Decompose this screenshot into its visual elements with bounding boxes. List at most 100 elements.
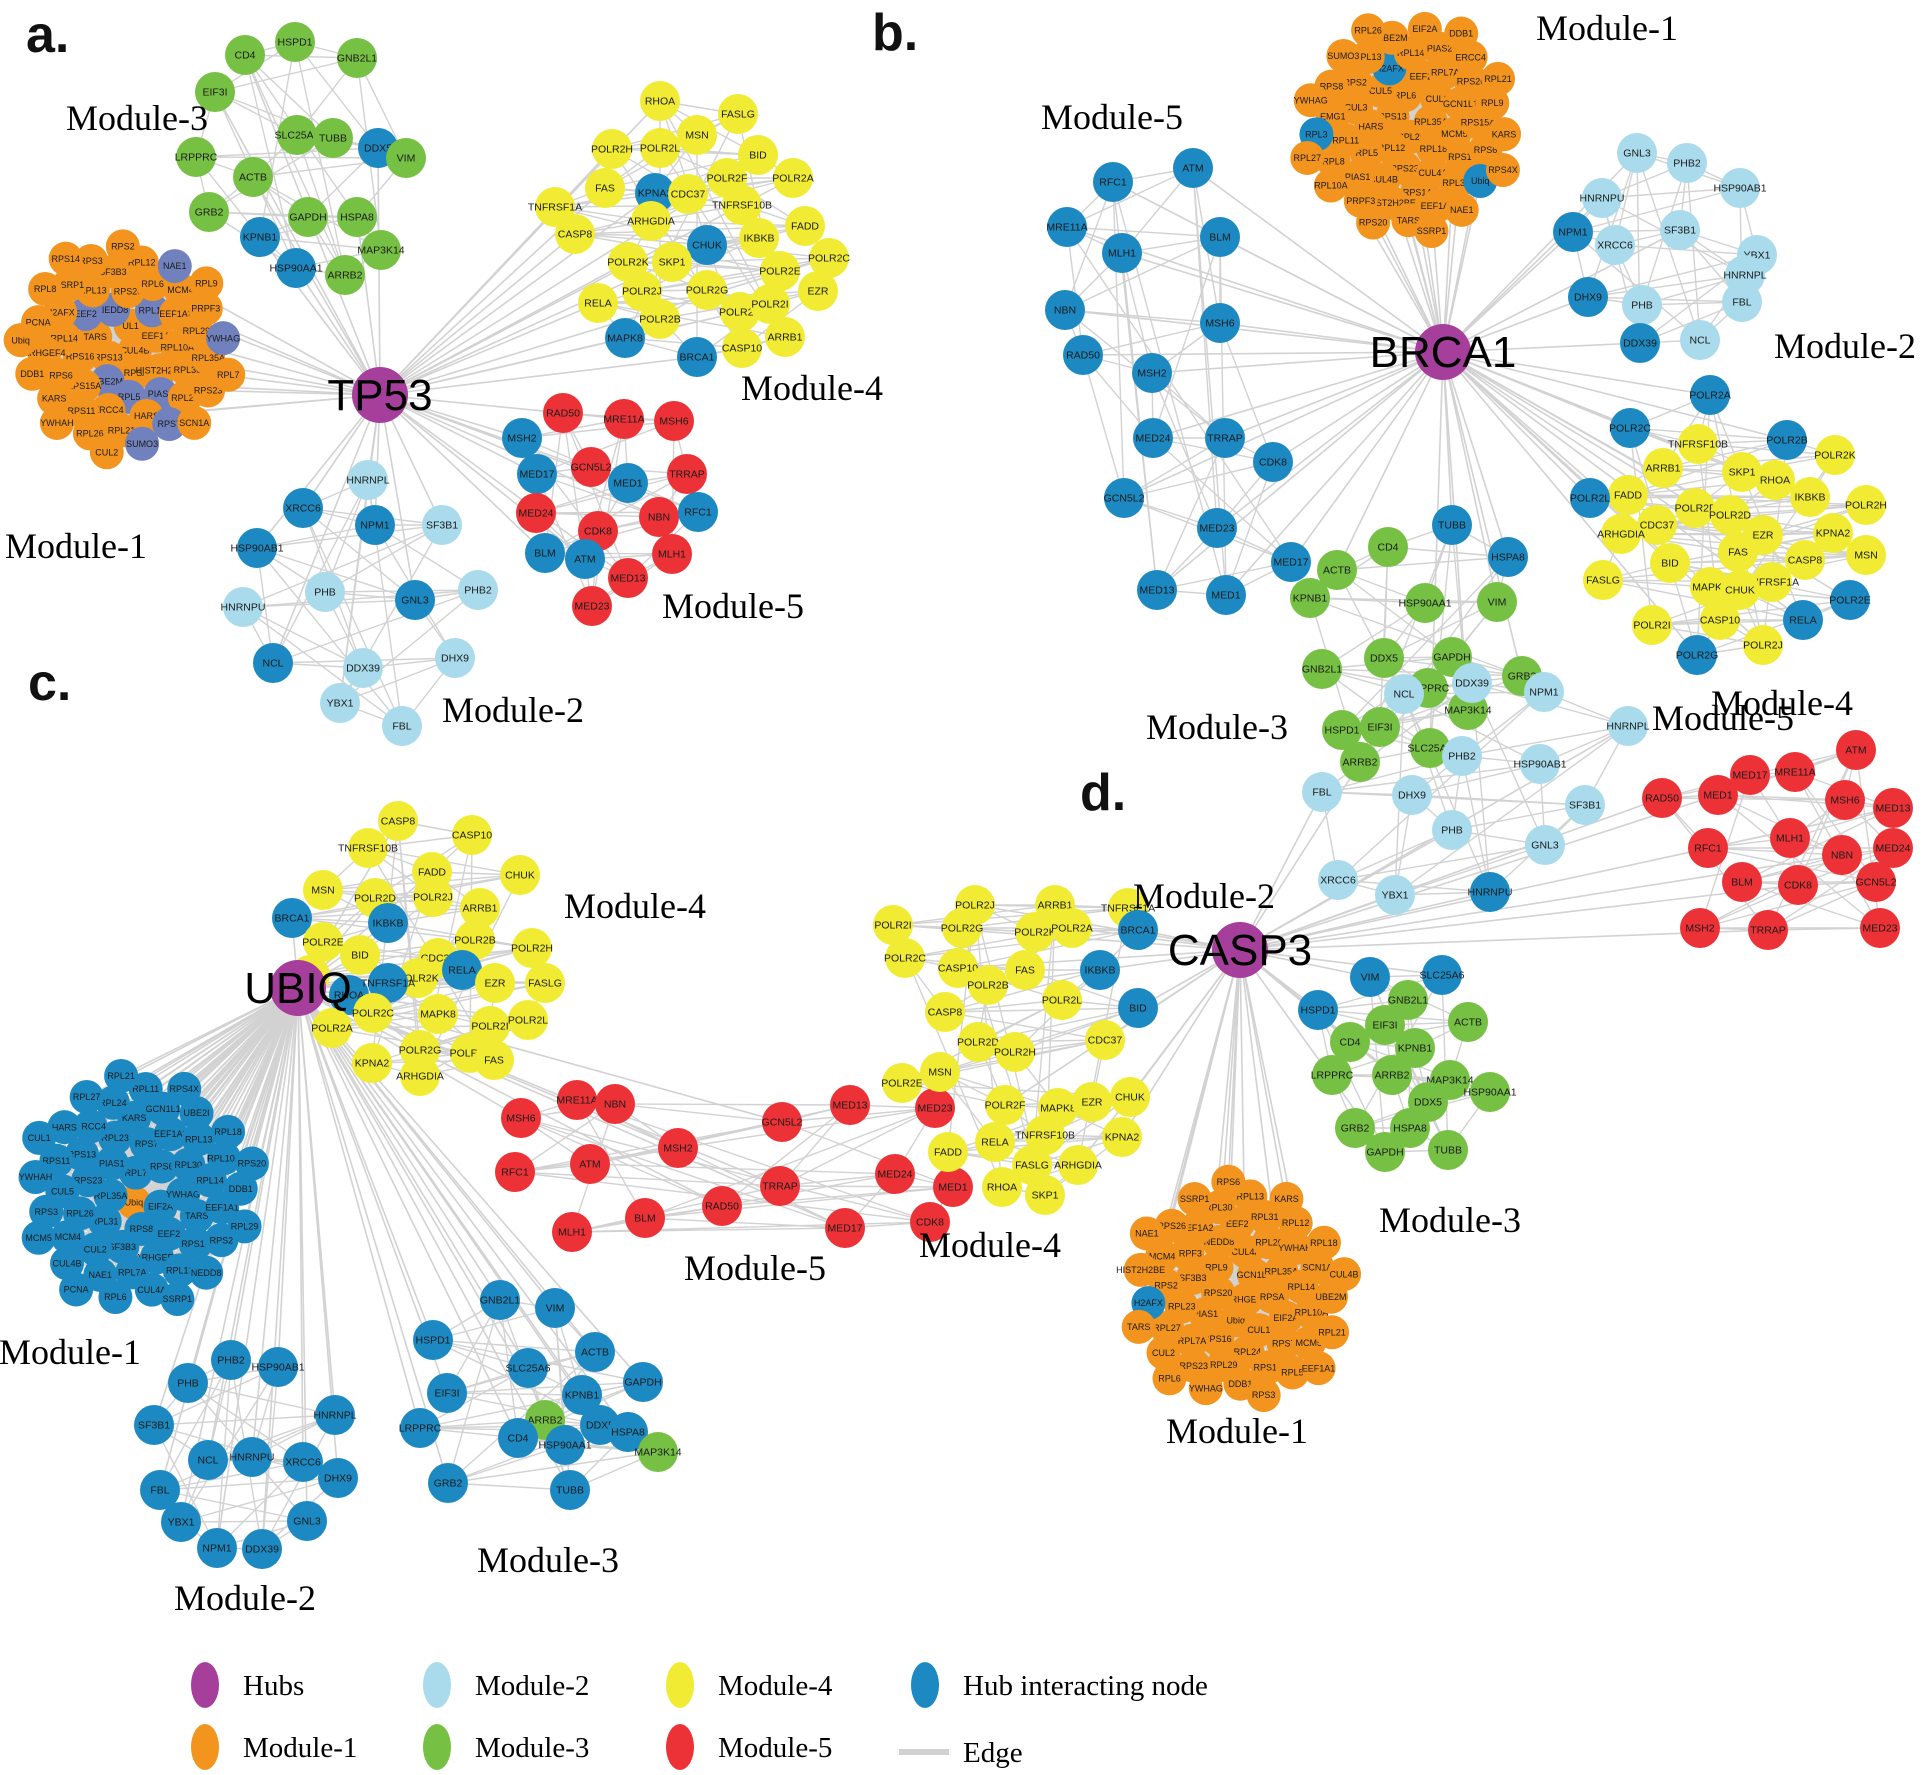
gene-node-PRPF3 [188,291,223,326]
gene-label-CD4: CD4 [234,50,255,62]
gene-label-SCN1A: SCN1A [179,418,209,428]
gene-label-TUBB: TUBB [556,1485,584,1497]
gene-label-BLM: BLM [534,548,556,560]
gene-node-POLR2B [455,920,495,960]
gene-node-FBL [1722,282,1762,322]
gene-label-RPL14: RPL14 [50,334,78,344]
gene-label-MAP3K14: MAP3K14 [357,245,404,257]
gene-node-POLR2K [1015,912,1055,952]
gene-node-FAS [1005,950,1045,990]
gene-label-HARS: HARS [134,411,159,421]
gene-node-GRB2 [428,1463,468,1503]
gene-label-SSRP1: SSRP1 [163,1294,193,1304]
gene-label-KPNA2: KPNA2 [1105,1132,1140,1144]
gene-node-BID [340,935,380,975]
hub-node-CASP3 [1212,922,1268,978]
gene-node-RPS3 [74,243,109,278]
edge [1151,372,1218,529]
gene-node-FASLG [718,94,758,134]
edge [1239,929,1769,951]
edge [1192,167,1218,529]
gene-label-MED13: MED13 [832,1100,867,1112]
gene-label-RHOA: RHOA [1760,475,1790,487]
gene-label-ACTB: ACTB [1454,1017,1482,1029]
gene-label-RPS3: RPS3 [79,256,103,266]
gene-label-RPL24: RPL24 [99,1098,127,1108]
gene-label-CUL4A: CUL4A [1418,168,1447,178]
gene-label-BRCA1: BRCA1 [679,352,714,364]
edge [1601,187,1741,199]
gene-label-RPS20: RPS20 [1204,1288,1233,1298]
gene-label-NPM1: NPM1 [1529,687,1558,699]
gene-node-NPM1 [197,1528,237,1568]
module-label-module-1: Module-1 [5,526,147,566]
gene-label-RPL26: RPL26 [1354,25,1382,35]
edge [419,1381,644,1429]
gene-node-SKP1 [1722,452,1762,492]
gene-node-MED1 [1206,575,1246,615]
edge [447,1299,501,1484]
edge [379,394,564,414]
gene-label-MED17: MED17 [1732,770,1767,782]
gene-label-RPL21: RPL21 [1484,74,1512,84]
gene-label-HSP90AB1: HSP90AB1 [1513,759,1566,771]
gene-node-NPM1 [355,505,395,545]
gene-node-RPS16 [178,1226,213,1261]
gene-label-RPL3: RPL3 [1305,129,1328,139]
edge [244,54,297,269]
edge [1442,351,1591,499]
gene-node-RFC1 [1688,828,1728,868]
gene-label-TNFRSF10B: TNFRSF10B [1668,439,1728,451]
edge [447,1351,596,1484]
gene-label-POLR2H: POLR2H [1845,500,1887,512]
edge [259,41,296,238]
gene-node-YWHAG [1293,83,1328,118]
edge [297,987,434,1341]
gene-label-TNFRSF1A: TNFRSF1A [361,978,415,990]
gene-label-MED23: MED23 [1862,923,1897,935]
gene-label-RPL13: RPL13 [1354,52,1382,62]
gene-node-POLR2D [720,292,760,332]
gene-label-PCNA: PCNA [64,1285,89,1295]
gene-label-SLC25A6: SLC25A6 [1420,970,1465,982]
edge [216,1461,304,1549]
gene-label-ATM: ATM [1182,163,1203,175]
gene-label-MED13: MED13 [1139,585,1174,597]
gene-label-GNB2L1: GNB2L1 [1302,664,1342,676]
gene-label-SF3B1: SF3B1 [1569,800,1601,812]
gene-node-SF3B1 [134,1405,174,1445]
edge [1239,791,1323,951]
gene-node-TUBB [1432,505,1472,545]
gene-node-CHUK [500,855,540,895]
gene-label-RELA: RELA [584,298,611,310]
edge [1336,556,1509,571]
gene-node-POLR2A [1052,908,1092,948]
edge [1383,601,1498,659]
gene-label-YWHAG: YWHAG [206,333,240,343]
gene-node-POLR2L [1570,478,1610,518]
gene-label-RPL30: RPL30 [174,365,202,375]
gene-node-ARHGDIA [631,201,671,241]
gene-node-TRRAP [1205,418,1245,458]
gene-label-DDX5: DDX5 [1414,1097,1442,1109]
gene-label-POLR2J: POLR2J [622,286,662,298]
gene-label-MLH1: MLH1 [658,549,686,561]
gene-label-ARHGEF4: ARHGEF4 [23,348,66,358]
gene-node-SSRP1 [1414,214,1449,249]
gene-node-MSH6 [501,1098,541,1138]
gene-label-RPS23: RPS23 [1180,1361,1209,1371]
gene-label-RPL30: RPL30 [1442,178,1470,188]
gene-label-VIM: VIM [1361,972,1380,984]
gene-label-RELA: RELA [1789,615,1816,627]
edge [159,1359,232,1491]
gene-node-FASLG [1012,1145,1052,1185]
edge [1587,152,1638,298]
gene-label-POLR2B: POLR2B [967,980,1008,992]
gene-label-NEDD8: NEDD8 [98,305,129,315]
gene-node-SLC25A6 [1422,955,1462,995]
edge [208,389,381,396]
gene-label-RFC1: RFC1 [684,507,712,519]
gene-label-RPL31: RPL31 [1251,1212,1279,1222]
gene-node-MED23 [572,586,612,626]
gene-label-MSH6: MSH6 [1830,795,1859,807]
